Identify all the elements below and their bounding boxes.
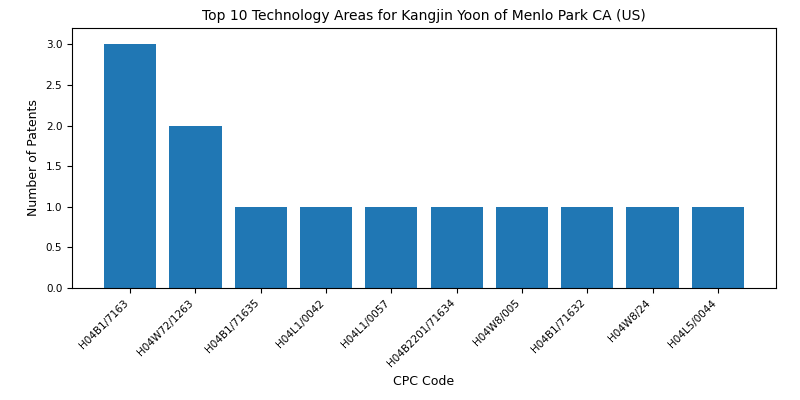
Bar (170, 126, 222, 288)
Bar (104, 44, 156, 288)
Bar (626, 207, 678, 288)
Bar (692, 207, 744, 288)
Y-axis label: Number of Patents: Number of Patents (27, 100, 40, 216)
Title: Top 10 Technology Areas for Kangjin Yoon of Menlo Park CA (US): Top 10 Technology Areas for Kangjin Yoon… (202, 9, 646, 23)
Bar (366, 207, 418, 288)
X-axis label: CPC Code: CPC Code (394, 375, 454, 388)
Bar (561, 207, 614, 288)
Bar (300, 207, 352, 288)
Bar (234, 207, 287, 288)
Bar (430, 207, 482, 288)
Bar (496, 207, 548, 288)
